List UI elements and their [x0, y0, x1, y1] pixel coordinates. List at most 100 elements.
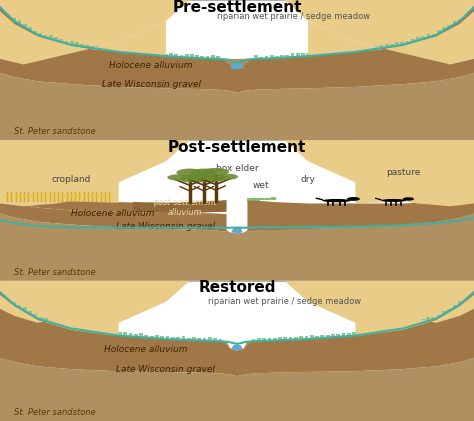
Bar [165, 336, 169, 339]
Bar [145, 335, 148, 338]
Text: dry: dry [301, 176, 316, 184]
Bar [289, 337, 292, 340]
Bar [369, 47, 373, 50]
Bar [190, 54, 194, 58]
Bar [143, 51, 147, 54]
Bar [342, 333, 346, 336]
Bar [176, 337, 180, 339]
Text: wet: wet [252, 181, 269, 190]
Bar [273, 338, 277, 341]
Bar [54, 37, 58, 40]
Bar [18, 20, 21, 24]
Bar [185, 54, 189, 57]
Bar [273, 197, 276, 200]
Bar [343, 50, 346, 53]
Polygon shape [227, 200, 247, 233]
Circle shape [191, 168, 217, 176]
Bar [76, 326, 80, 330]
Bar [113, 333, 117, 335]
Polygon shape [0, 140, 118, 206]
Bar [91, 45, 94, 48]
Text: Holocene alluvium: Holocene alluvium [109, 61, 192, 70]
Bar [458, 301, 462, 305]
Text: Late Wisconsin gravel: Late Wisconsin gravel [117, 222, 215, 231]
Bar [65, 324, 69, 327]
Bar [379, 328, 383, 332]
Bar [270, 55, 273, 58]
Bar [437, 30, 441, 33]
Bar [374, 330, 377, 333]
Text: Holocene alluvium: Holocene alluvium [104, 345, 188, 354]
Bar [458, 19, 462, 21]
Bar [180, 55, 183, 57]
Bar [86, 328, 90, 331]
Bar [159, 53, 163, 56]
Bar [197, 338, 201, 341]
Polygon shape [356, 140, 474, 206]
Bar [117, 49, 121, 52]
Bar [192, 337, 196, 340]
Bar [426, 317, 430, 321]
Polygon shape [403, 140, 474, 201]
Bar [106, 48, 110, 51]
Bar [416, 37, 420, 40]
Bar [208, 337, 212, 341]
Bar [262, 197, 264, 200]
Circle shape [403, 197, 414, 201]
Bar [326, 335, 329, 338]
Bar [201, 56, 204, 58]
Bar [55, 322, 58, 324]
Text: Restored: Restored [198, 280, 276, 295]
Circle shape [206, 176, 225, 182]
Bar [80, 44, 84, 46]
Bar [18, 305, 21, 308]
Bar [34, 314, 37, 317]
Text: post-settlement
alluvium: post-settlement alluvium [153, 198, 217, 217]
Bar [294, 337, 298, 339]
Bar [134, 333, 138, 337]
Bar [453, 21, 456, 24]
Polygon shape [0, 140, 118, 203]
Circle shape [217, 173, 238, 180]
Polygon shape [0, 292, 474, 376]
Bar [364, 48, 368, 51]
Bar [432, 34, 436, 36]
Bar [268, 197, 271, 200]
Polygon shape [284, 0, 474, 63]
Bar [75, 42, 79, 46]
Bar [401, 42, 404, 45]
Polygon shape [0, 189, 228, 213]
Bar [23, 307, 27, 311]
Bar [39, 317, 43, 320]
Bar [49, 320, 53, 322]
Bar [85, 45, 89, 47]
Polygon shape [0, 213, 474, 281]
Bar [49, 35, 53, 39]
Bar [405, 324, 409, 327]
Bar [374, 46, 378, 49]
Bar [118, 332, 122, 336]
Bar [254, 56, 258, 59]
Bar [291, 53, 294, 57]
Bar [317, 52, 320, 55]
Bar [150, 336, 154, 338]
Bar [331, 334, 335, 337]
Bar [421, 36, 425, 39]
Polygon shape [0, 358, 474, 421]
Bar [33, 31, 37, 33]
Bar [38, 33, 42, 36]
Text: Post-settlement: Post-settlement [168, 140, 306, 155]
Circle shape [205, 174, 226, 181]
Bar [128, 333, 132, 336]
Bar [310, 335, 314, 339]
Bar [257, 338, 261, 341]
Polygon shape [0, 199, 474, 233]
Bar [216, 56, 220, 59]
Bar [28, 27, 32, 30]
Bar [160, 336, 164, 339]
Bar [337, 50, 341, 53]
Bar [357, 332, 361, 335]
Polygon shape [223, 59, 251, 69]
Bar [23, 24, 27, 27]
Ellipse shape [322, 199, 351, 202]
